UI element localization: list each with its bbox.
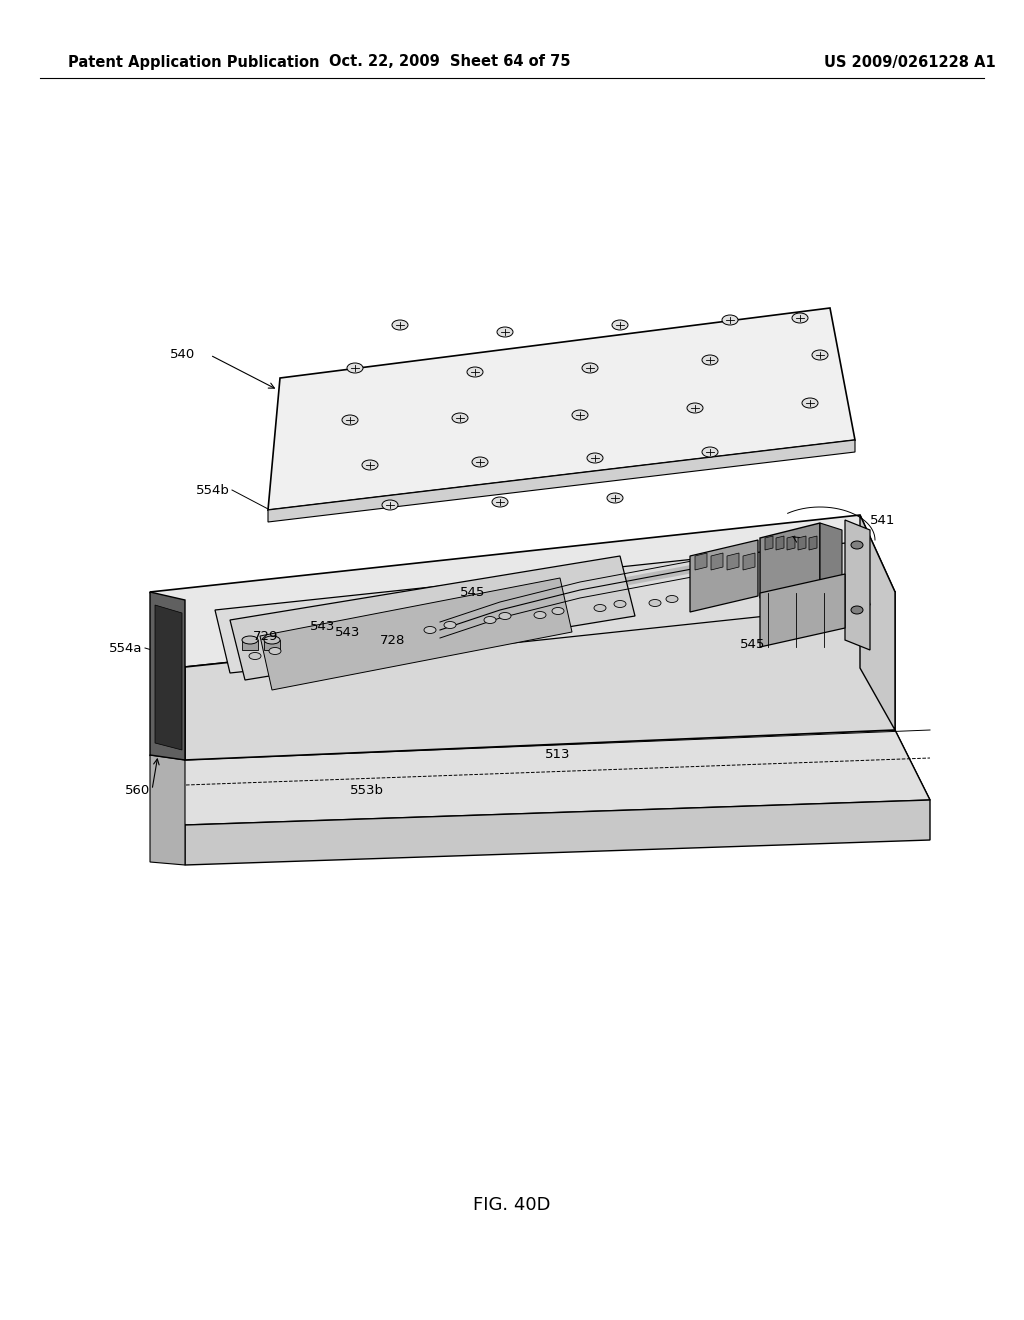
Ellipse shape (612, 319, 628, 330)
Ellipse shape (534, 611, 546, 619)
Polygon shape (230, 556, 635, 680)
Ellipse shape (362, 459, 378, 470)
Polygon shape (760, 523, 820, 598)
Polygon shape (268, 440, 855, 521)
Ellipse shape (614, 601, 626, 607)
Polygon shape (268, 308, 855, 510)
Ellipse shape (392, 319, 408, 330)
Ellipse shape (497, 327, 513, 337)
Polygon shape (155, 605, 182, 750)
Text: 554a: 554a (109, 642, 142, 655)
Polygon shape (185, 730, 930, 800)
Text: 729: 729 (253, 631, 278, 644)
Text: 560: 560 (125, 784, 150, 796)
Ellipse shape (552, 607, 564, 615)
Polygon shape (765, 536, 773, 550)
Polygon shape (150, 730, 930, 825)
Text: 540: 540 (170, 348, 195, 362)
Ellipse shape (472, 457, 488, 467)
Text: 543: 543 (309, 619, 335, 632)
Ellipse shape (666, 595, 678, 602)
Polygon shape (264, 640, 280, 649)
Text: 545: 545 (740, 639, 765, 652)
Polygon shape (727, 553, 739, 570)
Ellipse shape (851, 541, 863, 549)
Ellipse shape (342, 414, 358, 425)
Text: Oct. 22, 2009  Sheet 64 of 75: Oct. 22, 2009 Sheet 64 of 75 (330, 54, 570, 70)
Ellipse shape (649, 599, 662, 606)
Ellipse shape (269, 648, 281, 655)
Polygon shape (845, 520, 870, 649)
Polygon shape (809, 536, 817, 550)
Ellipse shape (484, 616, 496, 623)
Polygon shape (150, 515, 895, 667)
Ellipse shape (702, 447, 718, 457)
Ellipse shape (424, 627, 436, 634)
Ellipse shape (452, 413, 468, 422)
Polygon shape (787, 536, 795, 550)
Ellipse shape (572, 411, 588, 420)
Polygon shape (776, 536, 784, 550)
Polygon shape (242, 640, 258, 649)
Text: US 2009/0261228 A1: US 2009/0261228 A1 (824, 54, 996, 70)
Text: 541: 541 (870, 513, 895, 527)
Ellipse shape (582, 363, 598, 374)
Polygon shape (798, 536, 806, 550)
Text: 554b: 554b (197, 483, 230, 496)
Polygon shape (260, 578, 572, 690)
Ellipse shape (382, 500, 398, 510)
Ellipse shape (702, 355, 718, 366)
Text: Patent Application Publication: Patent Application Publication (68, 54, 319, 70)
Polygon shape (711, 553, 723, 570)
Polygon shape (820, 523, 842, 590)
Ellipse shape (444, 622, 456, 628)
Polygon shape (695, 553, 707, 570)
Ellipse shape (594, 605, 606, 611)
Ellipse shape (812, 350, 828, 360)
Polygon shape (185, 591, 895, 760)
Ellipse shape (851, 606, 863, 614)
Polygon shape (185, 800, 930, 865)
Ellipse shape (722, 315, 738, 325)
Text: 728: 728 (380, 634, 406, 647)
Ellipse shape (802, 399, 818, 408)
Ellipse shape (607, 492, 623, 503)
Polygon shape (760, 574, 845, 647)
Ellipse shape (242, 636, 258, 644)
Text: 553b: 553b (350, 784, 384, 796)
Ellipse shape (687, 403, 703, 413)
Polygon shape (150, 755, 185, 865)
Polygon shape (690, 540, 758, 612)
Ellipse shape (264, 636, 280, 644)
Ellipse shape (249, 652, 261, 660)
Text: 545: 545 (460, 586, 485, 598)
Ellipse shape (492, 498, 508, 507)
Polygon shape (743, 553, 755, 570)
Ellipse shape (587, 453, 603, 463)
Text: 543: 543 (335, 627, 360, 639)
Polygon shape (150, 591, 185, 760)
Text: FIG. 40D: FIG. 40D (473, 1196, 551, 1214)
Ellipse shape (467, 367, 483, 378)
Ellipse shape (499, 612, 511, 619)
Ellipse shape (792, 313, 808, 323)
Polygon shape (215, 543, 870, 673)
Polygon shape (860, 515, 895, 730)
Ellipse shape (347, 363, 362, 374)
Text: 513: 513 (545, 748, 570, 762)
